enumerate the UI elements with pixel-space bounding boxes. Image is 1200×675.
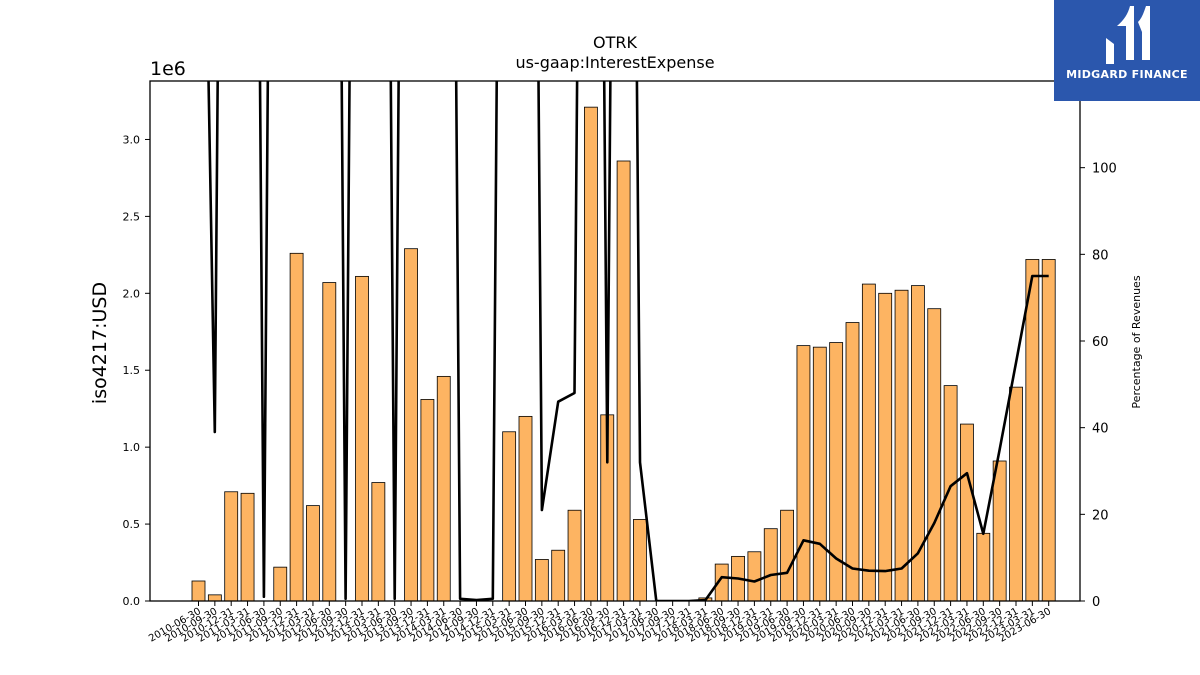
chart-title: OTRK bbox=[593, 33, 637, 52]
logo-mark-icon bbox=[1106, 6, 1150, 64]
bar bbox=[633, 519, 647, 602]
y-tick-label: 2.5 bbox=[123, 210, 141, 223]
bar-series bbox=[191, 106, 1056, 602]
y-axis-label: iso4217:USD bbox=[89, 282, 111, 404]
bar bbox=[960, 423, 974, 602]
bar bbox=[812, 346, 827, 602]
y2-tick-label: 100 bbox=[1092, 162, 1117, 177]
midgard-finance-logo: MIDGARD FINANCE bbox=[1054, 0, 1200, 101]
bar bbox=[780, 509, 794, 602]
bar bbox=[224, 491, 239, 602]
y2-tick-label: 0 bbox=[1092, 595, 1100, 610]
bar bbox=[878, 292, 893, 602]
bar bbox=[289, 252, 304, 602]
bar bbox=[207, 594, 222, 602]
bar bbox=[502, 431, 517, 602]
bar bbox=[616, 160, 631, 602]
bar bbox=[861, 283, 876, 602]
bar bbox=[584, 106, 598, 602]
y2-tick-label: 60 bbox=[1092, 335, 1109, 350]
y2-axis-label: Percentage of Revenues bbox=[1130, 275, 1143, 408]
bar bbox=[534, 559, 549, 602]
bar bbox=[306, 505, 320, 602]
bar bbox=[322, 282, 337, 602]
logo-text: MIDGARD FINANCE bbox=[1066, 68, 1188, 81]
bar bbox=[551, 549, 566, 602]
bar bbox=[420, 399, 435, 602]
bar bbox=[927, 308, 942, 602]
y2-tick-label: 20 bbox=[1092, 508, 1109, 523]
bar bbox=[747, 551, 762, 602]
y-tick-label: 3.0 bbox=[123, 133, 141, 146]
bar bbox=[976, 532, 991, 602]
bar bbox=[404, 248, 418, 602]
chart-subtitle: us-gaap:InterestExpense bbox=[515, 53, 714, 72]
y-axis-ticks: 0.0 0.5 1.0 1.5 2.0 2.5 3.0 bbox=[123, 133, 150, 608]
bar bbox=[1009, 386, 1023, 602]
bar bbox=[371, 482, 386, 602]
bar bbox=[240, 492, 255, 602]
y2-tick-label: 80 bbox=[1092, 248, 1109, 263]
bar bbox=[894, 289, 909, 602]
bar bbox=[191, 580, 206, 602]
bar bbox=[992, 460, 1007, 602]
y-tick-label: 1.5 bbox=[123, 364, 141, 377]
bar bbox=[796, 345, 811, 602]
bar bbox=[436, 375, 451, 602]
bar bbox=[845, 322, 860, 602]
y-tick-label: 2.0 bbox=[123, 287, 141, 300]
y2-axis-ticks: 0 20 40 60 80 100 bbox=[1080, 162, 1117, 610]
bar bbox=[518, 415, 533, 602]
y-tick-label: 0.5 bbox=[123, 518, 141, 531]
bar bbox=[763, 528, 778, 602]
bar bbox=[273, 566, 288, 602]
bar bbox=[1041, 259, 1056, 602]
plot-frame bbox=[149, 80, 1081, 602]
pct-revenue-line bbox=[207, 81, 1049, 601]
y-offset-label: 1e6 bbox=[150, 58, 186, 80]
bar bbox=[1025, 259, 1040, 602]
x-axis-ticks: 2010-06-302010-09-302010-12-312011-03-31… bbox=[147, 601, 1053, 645]
y-tick-label: 0.0 bbox=[123, 595, 141, 608]
y2-tick-label: 40 bbox=[1092, 422, 1109, 437]
bar bbox=[567, 509, 582, 602]
bar bbox=[355, 275, 369, 602]
y-tick-label: 1.0 bbox=[123, 441, 141, 454]
